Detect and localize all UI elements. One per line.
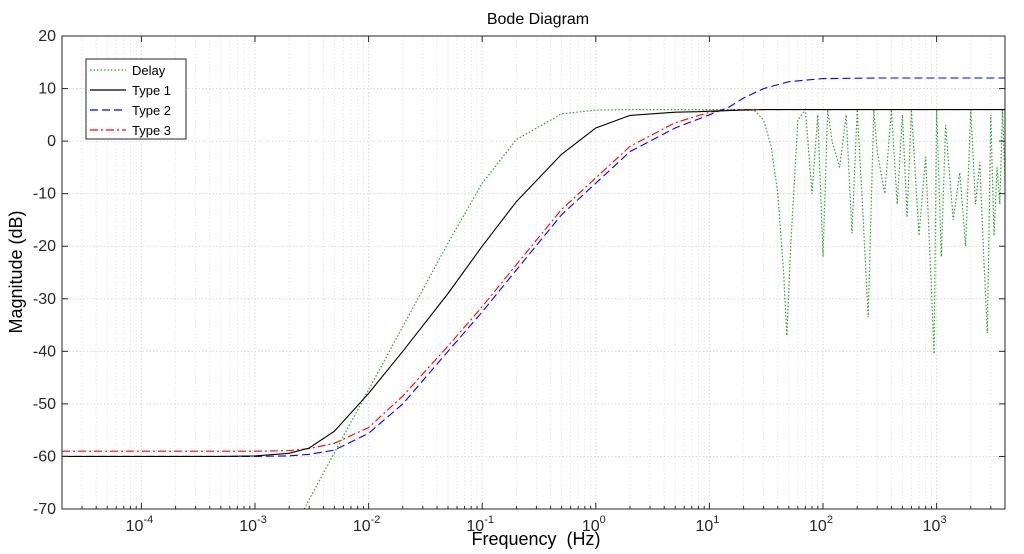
y-tick-label: 0 [47, 133, 56, 150]
x-tick-label: 10-2 [353, 514, 381, 535]
x-tick-label: 10-1 [466, 514, 494, 535]
legend-label: Delay [132, 63, 166, 78]
y-axis-label: Magnitude (dB) [6, 210, 26, 333]
x-tick-label: 101 [695, 514, 719, 535]
series-lines [62, 77, 1006, 510]
legend-label: Type 1 [132, 83, 171, 98]
y-tick-label: -20 [33, 238, 56, 255]
plot-frame [61, 35, 1006, 510]
legend-label: Type 3 [132, 123, 171, 138]
series-line-type-3 [62, 109, 1005, 452]
y-tick-label: -50 [33, 396, 56, 413]
plot-area [62, 36, 1005, 509]
x-axis-ticks: 10-4 10-3 10-2 10-1 100 101 102 103 [61, 36, 1006, 535]
x-axis-label: Frequency (Hz) [471, 529, 600, 549]
y-tick-label: -60 [33, 448, 56, 465]
y-axis-ticks: 20 10 0 -10 -20 -30 -40 -50 -60 -70 [33, 28, 1005, 518]
x-tick-label: 100 [582, 514, 606, 535]
x-tick-label: 10-4 [126, 514, 154, 535]
y-tick-label: -10 [33, 186, 56, 203]
y-tick-label: 20 [38, 28, 56, 45]
series-line-type-1 [62, 109, 1005, 457]
y-tick-label: -30 [33, 291, 56, 308]
x-tick-label: 102 [809, 514, 833, 535]
x-tick-label: 10-3 [239, 514, 267, 535]
series-line-type-2 [62, 77, 1005, 457]
y-tick-label: -40 [33, 343, 56, 360]
legend-label: Type 2 [132, 103, 171, 118]
y-tick-label: 10 [38, 81, 56, 98]
series-line-delay [303, 107, 1006, 510]
y-tick-label: -70 [33, 501, 56, 518]
legend-box [85, 58, 187, 140]
chart-title: Bode Diagram [487, 11, 589, 28]
x-tick-label: 103 [923, 514, 947, 535]
legend: Delay Type 1 Type 2 Type 3 [85, 58, 187, 140]
